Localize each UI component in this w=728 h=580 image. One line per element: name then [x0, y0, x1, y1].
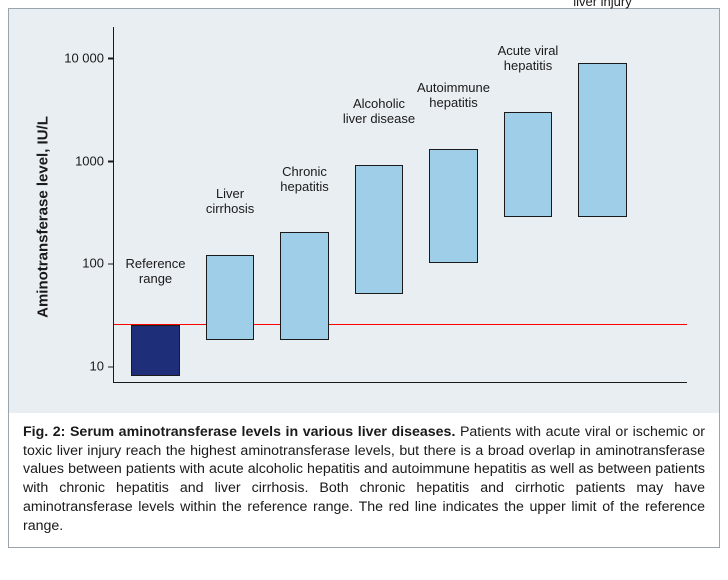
- bar: [280, 232, 329, 339]
- caption-text: Patients with acute viral or ischemic or…: [23, 424, 705, 534]
- bar-label: Acute viralhepatitis: [498, 44, 559, 78]
- bar-label: Autoimmunehepatitis: [417, 81, 490, 115]
- bar: [578, 63, 627, 218]
- chart-inner: Aminotransferase level, IU/L 10100100010…: [51, 27, 687, 407]
- bar: [355, 165, 404, 294]
- y-tick: 10: [90, 359, 114, 374]
- bar-label: Chronichepatitis: [280, 165, 328, 199]
- y-tick: 100: [82, 256, 114, 271]
- plot-area: 10100100010 000ReferencerangeLivercirrho…: [113, 27, 687, 383]
- y-axis-label: Aminotransferase level, IU/L: [35, 116, 52, 318]
- y-tick: 10 000: [64, 50, 114, 65]
- bar-label: Ischemicor toxicliver injury: [573, 0, 632, 14]
- chart-zone: Aminotransferase level, IU/L 10100100010…: [9, 9, 719, 413]
- caption-bold: Fig. 2: Serum aminotransferase levels in…: [23, 424, 455, 440]
- bar: [504, 112, 553, 218]
- figure-container: Aminotransferase level, IU/L 10100100010…: [8, 8, 720, 548]
- bar: [206, 255, 255, 340]
- bar-label: Referencerange: [126, 257, 186, 291]
- figure-caption: Fig. 2: Serum aminotransferase levels in…: [9, 413, 719, 547]
- bar-label: Livercirrhosis: [206, 187, 254, 221]
- reference-line: [114, 324, 687, 326]
- y-tick: 1000: [75, 153, 114, 168]
- bar-label: Alcoholicliver disease: [343, 98, 415, 132]
- bar: [131, 325, 180, 376]
- bar: [429, 149, 478, 263]
